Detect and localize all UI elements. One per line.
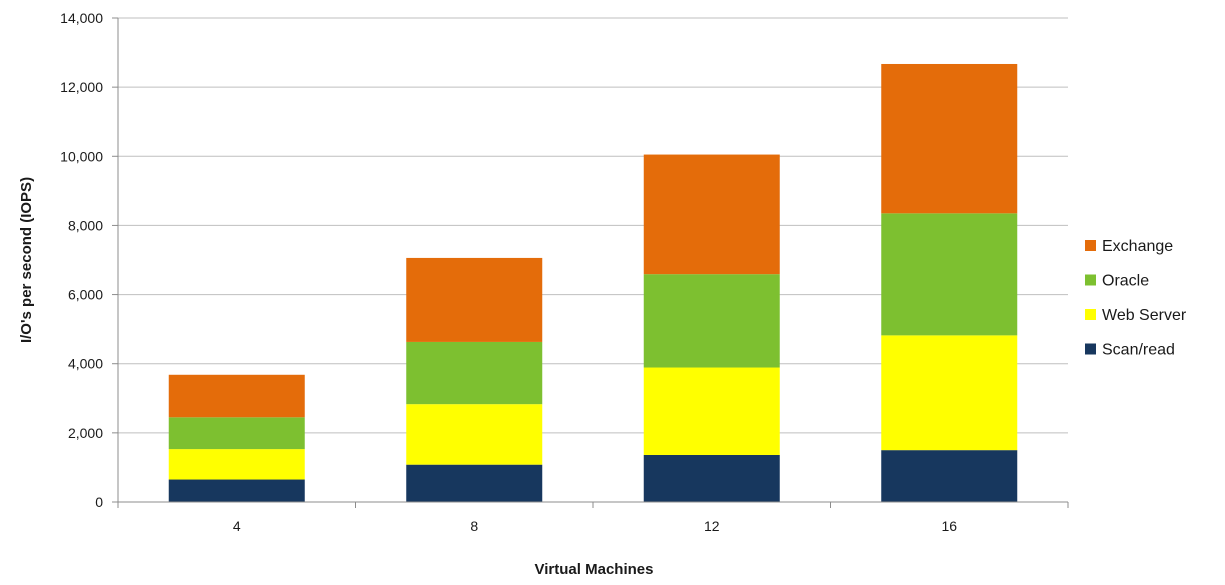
axis-layer: 0 2,000 4,000 6,000 8,000 10,000 12,000 14,000 4… — [60, 10, 1069, 534]
x-axis-title: Virtual Machines — [535, 561, 654, 578]
bar-segment-scan-read — [643, 454, 780, 502]
bar-segment-exchange — [168, 374, 305, 418]
legend-swatch-exchange — [1085, 240, 1096, 251]
bar-segment-scan-read — [168, 479, 305, 502]
bar-segment-scan-read — [881, 450, 1018, 502]
x-tick-label: 16 — [941, 518, 957, 534]
legend-label-exchange: Exchange — [1102, 238, 1173, 255]
y-tick-label: 2,000 — [68, 425, 103, 441]
bars-layer — [168, 63, 1018, 502]
y-tick-label: 4,000 — [68, 356, 103, 372]
x-tick-label: 4 — [233, 518, 241, 534]
bar-segment-web-server — [881, 335, 1018, 451]
legend-label-oracle: Oracle — [1102, 273, 1149, 290]
bar-segment-oracle — [406, 341, 543, 405]
bar-segment-web-server — [168, 449, 305, 480]
y-axis-title: I/O's per second (IOPS) — [18, 177, 35, 343]
legend-label-web-server: Web Server — [1102, 307, 1187, 324]
bar-segment-exchange — [643, 154, 780, 275]
y-tick-label: 10,000 — [60, 148, 103, 164]
legend: Exchange Oracle Web Server Scan/read — [1085, 238, 1187, 359]
bar-segment-oracle — [168, 417, 305, 450]
legend-swatch-scan-read — [1085, 343, 1096, 355]
bar-segment-exchange — [881, 63, 1018, 214]
bar-segment-oracle — [643, 274, 780, 368]
bar-segment-oracle — [881, 213, 1018, 336]
bar-segment-web-server — [406, 404, 543, 465]
x-tick-label: 8 — [470, 518, 478, 534]
legend-label-scan-read: Scan/read — [1102, 342, 1175, 359]
y-tick-label: 14,000 — [60, 10, 103, 26]
legend-swatch-web-server — [1085, 309, 1096, 320]
y-tick-label: 8,000 — [68, 217, 103, 233]
legend-swatch-oracle — [1085, 274, 1096, 286]
grid-layer — [118, 17, 1068, 434]
bar-segment-exchange — [406, 257, 543, 342]
y-tick-label: 12,000 — [60, 79, 103, 95]
x-tick-label: 12 — [704, 518, 720, 534]
y-tick-label: 6,000 — [68, 287, 103, 303]
y-tick-label: 0 — [95, 494, 103, 510]
bar-segment-web-server — [643, 367, 780, 455]
bar-segment-scan-read — [406, 464, 543, 502]
